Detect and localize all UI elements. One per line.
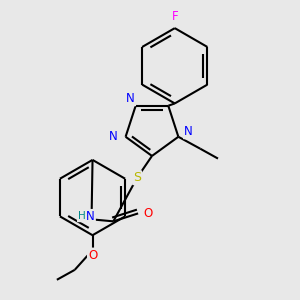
Text: N: N	[184, 125, 193, 138]
Text: H: H	[78, 212, 86, 221]
Text: F: F	[172, 10, 178, 23]
Text: O: O	[88, 248, 97, 262]
Text: S: S	[133, 171, 141, 184]
Text: O: O	[143, 207, 153, 220]
Text: N: N	[109, 130, 118, 143]
Text: N: N	[126, 92, 135, 105]
Text: N: N	[86, 210, 95, 223]
